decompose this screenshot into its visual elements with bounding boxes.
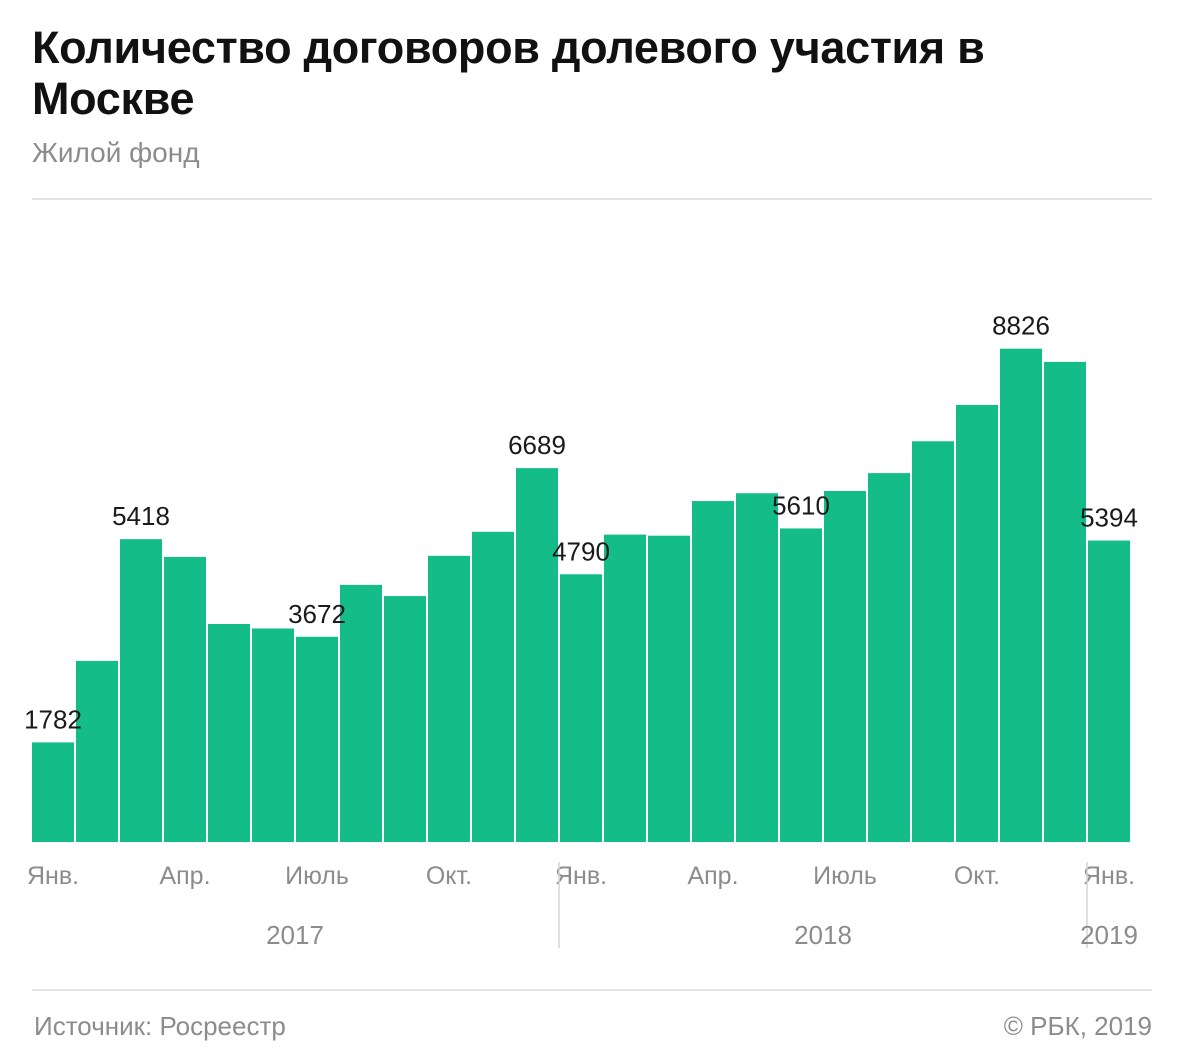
bar-2017-12 xyxy=(516,468,558,842)
bar-2017-06 xyxy=(252,628,294,842)
bar-2017-10 xyxy=(428,555,470,842)
data-label: 1782 xyxy=(24,704,82,734)
bar-2017-07 xyxy=(296,636,338,842)
data-label: 3672 xyxy=(288,599,346,629)
chart-title: Количество договоров долевого участия в … xyxy=(32,22,985,124)
copyright-note: © РБК, 2019 xyxy=(1003,1011,1152,1041)
year-label: 2017 xyxy=(266,920,324,950)
bar-2018-01 xyxy=(560,574,602,842)
data-label: 5418 xyxy=(112,501,170,531)
bar-2017-01 xyxy=(32,742,74,842)
bar-2017-02 xyxy=(76,660,118,842)
data-label: 6689 xyxy=(508,430,566,460)
x-tick-label: Окт. xyxy=(954,862,1000,890)
data-label: 5394 xyxy=(1080,503,1138,533)
top-divider xyxy=(32,198,1152,200)
bar-2017-03 xyxy=(120,539,162,842)
data-label: 4790 xyxy=(552,536,610,566)
x-tick-label: Апр. xyxy=(159,862,210,890)
bar-2018-05 xyxy=(736,493,778,842)
source-note: Источник: Росреестр xyxy=(34,1011,286,1041)
bottom-divider xyxy=(32,989,1152,991)
x-tick-label: Янв. xyxy=(1083,862,1135,890)
bar-2017-04 xyxy=(164,556,206,842)
x-tick-label: Окт. xyxy=(426,862,472,890)
bar-2019-01 xyxy=(1088,540,1130,842)
x-tick-label: Июль xyxy=(285,862,349,890)
data-label: 8826 xyxy=(992,311,1050,341)
bar-chart: 1782 5418 3672 6689 4790 5610 8826 5394 Янв. Апр.… xyxy=(24,311,1138,950)
bar-2017-05 xyxy=(208,624,250,842)
data-label: 5610 xyxy=(772,490,830,520)
bar-2017-08 xyxy=(340,584,382,842)
bar-2018-02 xyxy=(604,534,646,842)
bar-2018-06 xyxy=(780,528,822,842)
bar-2018-10 xyxy=(956,404,998,842)
bar-2018-09 xyxy=(912,441,954,842)
bar-2017-09 xyxy=(384,596,426,842)
year-label: 2018 xyxy=(794,920,852,950)
x-tick-label: Янв. xyxy=(27,862,79,890)
bar-2018-11 xyxy=(1000,348,1042,842)
bar-2018-04 xyxy=(692,501,734,842)
x-tick-label: Апр. xyxy=(687,862,738,890)
bar-2018-07 xyxy=(824,490,866,842)
bar-2018-03 xyxy=(648,535,690,842)
year-label: 2019 xyxy=(1080,920,1138,950)
bar-2017-11 xyxy=(472,531,514,842)
bar-2018-12 xyxy=(1044,361,1086,842)
x-tick-label: Июль xyxy=(813,862,877,890)
bar-2018-08 xyxy=(868,473,910,842)
x-tick-label: Янв. xyxy=(555,862,607,890)
chart-subtitle: Жилой фонд xyxy=(32,137,200,168)
